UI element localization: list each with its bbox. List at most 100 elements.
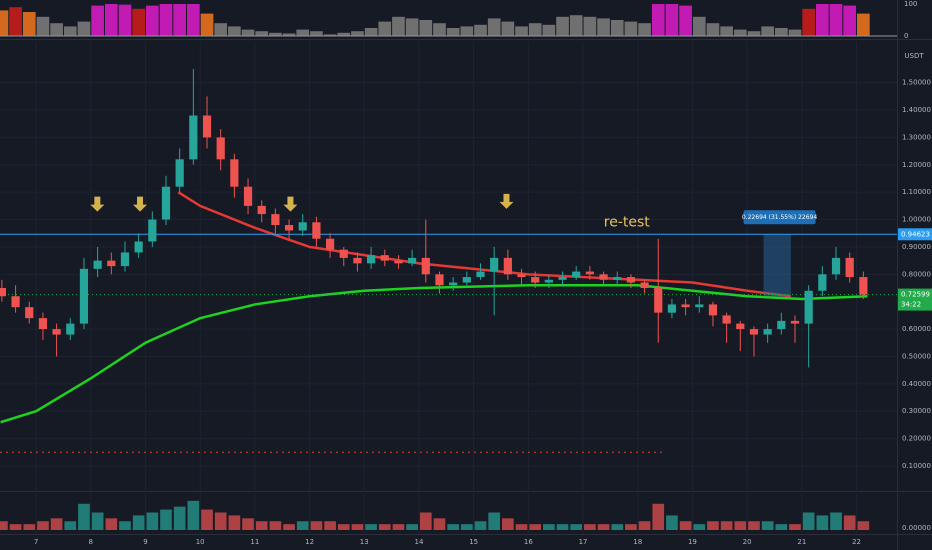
osc-bar	[843, 5, 857, 36]
osc-bar	[9, 7, 22, 36]
osc-bar	[296, 29, 310, 36]
osc-bar	[173, 4, 187, 36]
candle-body	[25, 307, 34, 319]
y-tick-label: 1.00000	[902, 216, 931, 224]
candle-body	[257, 205, 266, 215]
osc-bar	[228, 26, 241, 36]
volume-bar	[789, 524, 801, 530]
candle-body	[79, 268, 89, 324]
x-tick-label: 9	[143, 538, 147, 546]
candle-body	[490, 257, 499, 272]
x-tick-label: 8	[89, 538, 93, 546]
volume-bar	[857, 521, 870, 530]
volume-bar	[720, 521, 733, 530]
candle-body	[449, 282, 458, 286]
candle-body	[845, 257, 854, 278]
candle-body	[667, 304, 677, 313]
y-tick-label: 1.10000	[902, 188, 931, 196]
candle-body	[777, 320, 786, 330]
candle-body	[763, 329, 772, 335]
y-tick-label: 1.30000	[902, 133, 931, 141]
x-tick-label: 14	[415, 538, 424, 546]
osc-bar	[214, 23, 228, 36]
candle-body	[161, 186, 171, 220]
volume-bar	[283, 524, 295, 530]
volume-bar	[611, 524, 624, 530]
candle-body	[312, 222, 321, 239]
measure-label: 0.22694 (31.55%) 22694	[742, 214, 817, 221]
x-tick-label: 10	[196, 538, 205, 546]
osc-bar	[583, 16, 597, 36]
candle-body	[749, 329, 759, 335]
volume-bar	[460, 524, 473, 530]
candle-body	[148, 219, 157, 242]
candle-body	[189, 115, 198, 160]
osc-bar	[405, 18, 419, 36]
candle-body	[544, 279, 553, 283]
volume-bar	[843, 515, 856, 530]
last-price-tag	[898, 288, 932, 311]
x-tick-label: 7	[34, 538, 38, 546]
osc-bar	[624, 21, 638, 36]
volume-bar	[502, 518, 514, 530]
osc-bar	[542, 24, 556, 36]
candle-body	[202, 115, 212, 138]
volume-bar	[78, 503, 90, 530]
osc-bar	[187, 4, 200, 36]
osc-tick-label: 0	[904, 32, 908, 40]
osc-bar	[802, 8, 816, 37]
osc-bar	[392, 16, 405, 36]
osc-bar	[50, 23, 63, 36]
volume-bar	[365, 524, 377, 530]
volume-bar	[830, 512, 842, 530]
candle-body	[462, 277, 471, 283]
x-tick-label: 16	[524, 538, 533, 546]
x-tick-label: 20	[743, 538, 752, 546]
osc-bar	[761, 26, 774, 36]
measure-label-box	[743, 210, 816, 225]
down-arrow	[90, 196, 105, 212]
osc-bar	[829, 4, 843, 36]
osc-bar	[816, 4, 829, 36]
level-tag	[898, 228, 932, 241]
down-arrow	[133, 196, 148, 212]
volume-bar	[543, 524, 555, 530]
osc-bar	[556, 16, 569, 36]
osc-bar	[145, 5, 159, 36]
volume-bar	[0, 521, 8, 530]
candle-body	[243, 186, 253, 206]
last-price-label: 0.72599	[901, 291, 930, 299]
osc-bar	[378, 21, 392, 36]
volume-bar	[351, 524, 364, 530]
candle-body	[339, 249, 348, 258]
volume-tick-label: 0.00000	[902, 524, 931, 532]
osc-bar	[22, 12, 36, 36]
osc-bar	[747, 31, 761, 36]
osc-bar	[569, 15, 583, 36]
candle-body	[52, 329, 61, 335]
volume-bar	[802, 512, 815, 530]
candle-body	[421, 257, 430, 275]
osc-bar	[610, 20, 624, 36]
candle-body	[380, 255, 389, 261]
volume-bar	[707, 521, 719, 530]
y-tick-label: 1.40000	[902, 106, 931, 114]
osc-bar	[0, 10, 9, 36]
osc-bar	[282, 33, 296, 36]
osc-bar	[36, 16, 50, 36]
x-tick-label: 19	[688, 538, 697, 546]
candle-body	[175, 159, 184, 187]
candle-body	[367, 255, 376, 264]
candle-body	[599, 274, 608, 280]
candle-body	[558, 277, 567, 280]
candle-body	[654, 288, 663, 313]
volume-bar	[488, 512, 501, 530]
candle-body	[408, 257, 417, 264]
volume-bar	[296, 521, 309, 530]
x-tick-label: 18	[633, 538, 642, 546]
moving-average	[177, 191, 792, 298]
volume-bar	[406, 524, 418, 530]
x-tick-label: 12	[305, 538, 314, 546]
volume-bar	[556, 524, 569, 530]
volume-bar	[474, 521, 487, 530]
